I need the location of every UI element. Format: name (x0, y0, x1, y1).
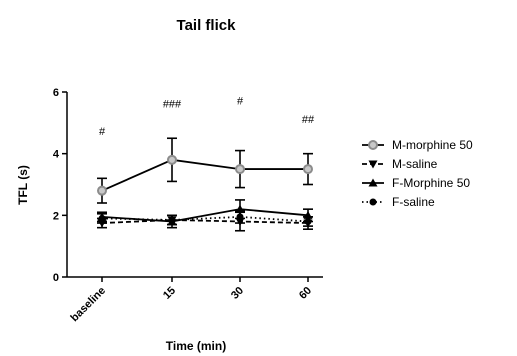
x-tick-label: 30 (229, 285, 246, 302)
data-point (304, 218, 312, 225)
data-point (235, 164, 245, 175)
legend-item: M-saline (362, 157, 438, 171)
series-line (101, 158, 308, 192)
x-axis-ticks: baseline 15 30 60 (69, 277, 314, 325)
legend-item: F-Morphine 50 (362, 176, 470, 190)
significance-marker: ### (163, 98, 182, 110)
series-line (101, 215, 309, 223)
y-axis: 0 2 4 6 TFL (s) (16, 87, 68, 284)
legend-item: M-morphine 50 (362, 138, 473, 152)
y-axis-ticks: 0 2 4 6 (53, 87, 67, 284)
x-tick-label: 60 (297, 285, 314, 302)
significance-marker: ## (302, 114, 315, 126)
data-point (97, 185, 107, 196)
y-tick-label: 4 (53, 149, 60, 161)
y-tick-label: 0 (53, 272, 59, 284)
legend-marker (368, 140, 378, 150)
legend-item: F-saline (362, 195, 435, 209)
data-point (236, 213, 244, 221)
y-axis-label: TFL (s) (16, 165, 30, 205)
data-point (303, 164, 313, 175)
x-axis-label: Time (min) (166, 339, 226, 353)
legend: M-morphine 50 M-saline F-Morphine 50 F-sali… (362, 138, 473, 209)
legend-marker (368, 178, 378, 187)
x-tick-label: baseline (69, 285, 109, 325)
legend-marker (368, 160, 378, 169)
series-3 (97, 209, 313, 227)
significance-marker: # (99, 126, 106, 138)
x-axis: baseline 15 30 60 Time (min) (67, 276, 323, 353)
y-tick-label: 2 (53, 210, 59, 222)
y-tick-label: 6 (53, 87, 59, 99)
legend-label: F-Morphine 50 (392, 176, 470, 190)
legend-label: M-saline (392, 157, 438, 171)
data-point (167, 154, 177, 165)
series-0 (97, 137, 313, 204)
legend-label: M-morphine 50 (392, 138, 473, 152)
series-line (101, 208, 309, 223)
x-tick-label: 15 (161, 285, 178, 302)
legend-label: F-saline (392, 195, 435, 209)
significance-annotations: #### ### (99, 95, 315, 138)
data-point (98, 214, 106, 222)
significance-marker: # (237, 95, 244, 107)
chart-title: Tail flick (177, 17, 237, 34)
plot-area (97, 137, 313, 232)
series-line (101, 219, 309, 224)
legend-marker (369, 198, 377, 206)
series-2 (97, 199, 313, 229)
data-point (168, 216, 176, 224)
